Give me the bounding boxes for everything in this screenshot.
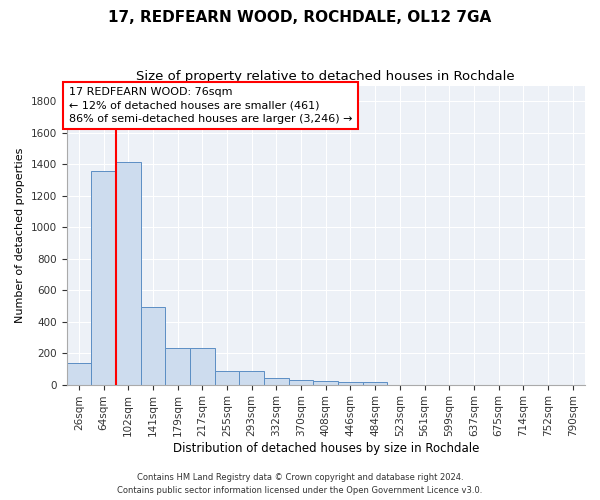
Bar (190, 348, 215, 384)
Bar (140, 308, 165, 384)
Bar (289, 380, 313, 384)
Bar (91, 170, 116, 384)
Text: 17 REDFEARN WOOD: 76sqm
← 12% of detached houses are smaller (461)
86% of semi-d: 17 REDFEARN WOOD: 76sqm ← 12% of detache… (68, 87, 352, 124)
Text: 17, REDFEARN WOOD, ROCHDALE, OL12 7GA: 17, REDFEARN WOOD, ROCHDALE, OL12 7GA (109, 10, 491, 25)
X-axis label: Distribution of detached houses by size in Rochdale: Distribution of detached houses by size … (173, 442, 479, 455)
Bar (215, 371, 239, 384)
Bar (363, 382, 388, 384)
Title: Size of property relative to detached houses in Rochdale: Size of property relative to detached ho… (136, 70, 515, 83)
Bar (313, 382, 338, 384)
Y-axis label: Number of detached properties: Number of detached properties (15, 148, 25, 323)
Bar (67, 362, 91, 384)
Bar (116, 162, 140, 384)
Bar (165, 348, 190, 384)
Bar (239, 371, 264, 384)
Text: Contains HM Land Registry data © Crown copyright and database right 2024.
Contai: Contains HM Land Registry data © Crown c… (118, 474, 482, 495)
Bar (264, 378, 289, 384)
Bar (338, 382, 363, 384)
